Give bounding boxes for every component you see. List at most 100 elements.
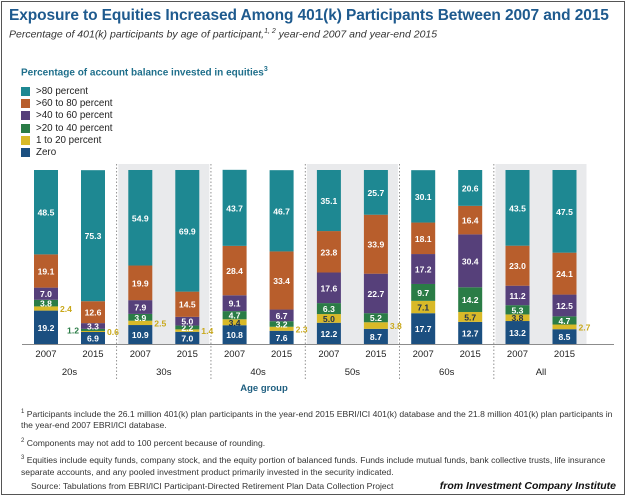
data-label: 5.0 xyxy=(323,314,335,324)
data-label: 5.0 xyxy=(181,317,193,327)
data-label: 12.6 xyxy=(85,308,102,318)
data-label: 6.3 xyxy=(323,304,335,314)
bar-segment xyxy=(411,222,436,255)
legend-label: >80 percent xyxy=(36,85,89,97)
bar-segment xyxy=(505,285,530,306)
x-tick-label: 2007 xyxy=(413,349,434,360)
data-label: 12.2 xyxy=(321,329,338,339)
bar-segment xyxy=(128,313,153,321)
footnote-number: 3 xyxy=(21,455,25,462)
chart-legend: >80 percent >60 to 80 percent >40 to 60 pe… xyxy=(21,85,113,159)
bar-segment xyxy=(34,299,58,307)
bar-segment xyxy=(363,328,388,344)
data-label: 43.7 xyxy=(226,203,243,213)
legend-swatch xyxy=(21,98,30,108)
data-label: 22.7 xyxy=(368,289,385,299)
bar-segment xyxy=(81,323,105,329)
bar-segment xyxy=(34,170,58,255)
bar-segment xyxy=(175,331,200,344)
footnote-number: 2 xyxy=(21,437,25,444)
bar-segment xyxy=(34,306,58,311)
bar-segment xyxy=(269,309,294,322)
group-label: 20s xyxy=(62,367,78,378)
data-label: 12.7 xyxy=(462,328,479,338)
x-axis-title: Age group xyxy=(240,383,288,394)
data-label: 19.1 xyxy=(38,267,55,277)
legend-label: 1 to 20 percent xyxy=(36,134,102,146)
bar-segment xyxy=(411,170,436,223)
legend-label: >40 to 60 percent xyxy=(36,110,113,122)
legend-label: >20 to 40 percent xyxy=(36,122,113,134)
data-label: 48.5 xyxy=(38,208,55,218)
legend-title-text: Percentage of account balance invested i… xyxy=(21,67,264,79)
data-label: 16.4 xyxy=(462,216,479,226)
group-label: All xyxy=(536,367,547,378)
bar-segment xyxy=(128,170,153,266)
bar-segment xyxy=(552,252,577,295)
data-label: 9.1 xyxy=(229,299,241,309)
legend-label: >60 to 80 percent xyxy=(36,97,113,109)
data-label: 19.9 xyxy=(132,278,149,288)
bar-segment xyxy=(81,170,105,302)
data-label: 2.2 xyxy=(181,323,193,333)
bar-segment xyxy=(175,170,200,292)
data-label: 1.4 xyxy=(201,326,213,336)
bar-segment xyxy=(222,245,247,296)
footnote: 1 Participants include the 26.1 million … xyxy=(21,407,619,432)
subtitle-end: year-end 2007 and year-end 2015 xyxy=(275,28,438,41)
bar-segment xyxy=(175,329,200,332)
data-label: 23.0 xyxy=(509,261,526,271)
data-label: 7.0 xyxy=(40,289,52,299)
data-label: 3.8 xyxy=(512,313,524,323)
x-tick-label: 2015 xyxy=(460,349,481,360)
data-label: 6.7 xyxy=(276,311,288,321)
data-label: 2.4 xyxy=(60,304,72,314)
x-tick-label: 2007 xyxy=(507,349,528,360)
data-label: 28.4 xyxy=(226,266,243,276)
data-label: 3.4 xyxy=(229,318,241,328)
bar-segment xyxy=(316,231,341,273)
footnote-text: Equities include equity funds, company s… xyxy=(21,455,606,477)
data-label: 9.7 xyxy=(417,288,429,298)
data-label: 8.5 xyxy=(559,332,571,342)
bar-segment xyxy=(552,316,577,325)
data-label: 2.3 xyxy=(296,324,308,334)
bar-segment xyxy=(128,325,153,344)
bar-segment xyxy=(316,303,341,315)
data-label: 14.2 xyxy=(462,295,479,305)
x-tick-label: 2015 xyxy=(554,349,575,360)
data-label: 75.3 xyxy=(85,231,102,241)
bar-segment xyxy=(458,311,483,322)
data-label: 2.7 xyxy=(579,322,591,332)
bar-segment xyxy=(505,170,530,246)
bar-segment xyxy=(458,234,483,288)
data-label: 23.8 xyxy=(321,247,338,257)
footnote-text: Components may not add to 100 percent be… xyxy=(24,437,266,448)
data-label: 30.4 xyxy=(462,256,479,266)
chart-subtitle: Percentage of 401(k) participants by age… xyxy=(9,28,619,41)
data-label: 7.0 xyxy=(181,333,193,343)
x-tick-label: 2015 xyxy=(82,349,103,360)
data-label: 5.3 xyxy=(512,305,524,315)
bar-segment xyxy=(175,316,200,326)
data-label: 4.7 xyxy=(559,316,571,326)
bar-segment xyxy=(411,313,436,344)
bar-segment xyxy=(363,214,388,274)
x-tick-label: 2015 xyxy=(365,349,386,360)
bar-segment xyxy=(316,272,341,304)
bar-segment xyxy=(222,295,247,312)
bar-segment xyxy=(458,321,483,344)
x-tick-label: 2015 xyxy=(271,349,292,360)
x-tick-label: 2007 xyxy=(318,349,339,360)
bar-segment xyxy=(552,329,577,344)
bar-segment xyxy=(458,205,483,235)
data-label: 6.9 xyxy=(87,333,99,343)
source-note: Source: Tabulations from EBRI/ICI Partic… xyxy=(31,481,394,491)
bar-segment xyxy=(552,324,577,330)
group-label: 60s xyxy=(439,367,455,378)
legend-swatch xyxy=(21,148,30,158)
data-label: 17.6 xyxy=(321,283,338,293)
bar-segment xyxy=(222,319,247,326)
data-label: 12.5 xyxy=(556,301,573,311)
